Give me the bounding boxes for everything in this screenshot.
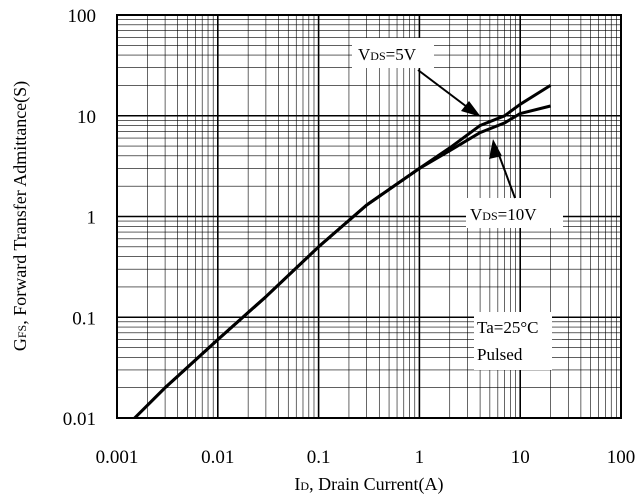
x-tick-label: 0.001 bbox=[96, 447, 139, 468]
x-tick-labels: 0.001 0.01 0.1 1 10 100 bbox=[96, 447, 636, 468]
vds10-label: VDS=10V bbox=[470, 205, 537, 224]
temperature-note: Ta=25°C bbox=[477, 318, 538, 337]
vds10-arrowhead bbox=[489, 139, 502, 159]
y-tick-labels: 0.01 0.1 1 10 100 bbox=[63, 6, 96, 430]
vds5-label-box bbox=[352, 38, 434, 68]
y-tick-label: 10 bbox=[77, 107, 96, 128]
conditions-box bbox=[474, 312, 552, 370]
y-tick-label: 0.1 bbox=[72, 308, 96, 329]
vds5-arrowhead bbox=[461, 101, 481, 117]
x-tick-label: 100 bbox=[607, 447, 636, 468]
x-tick-label: 0.1 bbox=[307, 447, 331, 468]
y-tick-label: 100 bbox=[68, 6, 97, 27]
x-tick-label: 10 bbox=[511, 447, 530, 468]
y-tick-label: 1 bbox=[87, 208, 97, 229]
series-lines bbox=[133, 84, 552, 420]
plot-frame bbox=[116, 14, 622, 419]
y-tick-label: 0.01 bbox=[63, 409, 96, 430]
x-axis-title: ID, Drain Current(A) bbox=[294, 474, 443, 495]
x-tick-label: 1 bbox=[415, 447, 425, 468]
series-line-vds-10v bbox=[133, 104, 551, 420]
vds10-label-box bbox=[466, 198, 563, 228]
y-axis-title: GFS, Forward Transfer Admittance(S) bbox=[10, 81, 31, 351]
x-tick-label: 0.01 bbox=[201, 447, 234, 468]
pulsed-note: Pulsed bbox=[477, 345, 523, 364]
vds5-label: VDS=5V bbox=[358, 45, 417, 64]
